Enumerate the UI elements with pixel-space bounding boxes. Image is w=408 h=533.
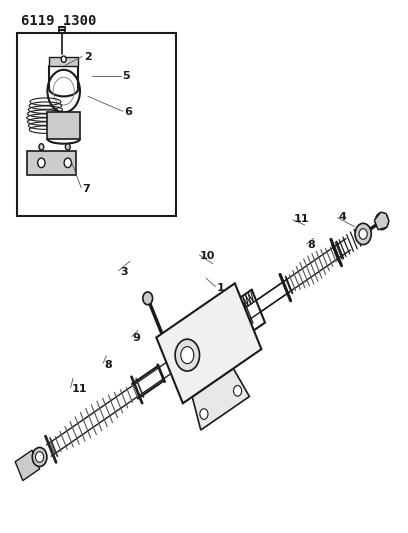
Polygon shape xyxy=(49,56,78,66)
Circle shape xyxy=(143,292,153,305)
Text: 3: 3 xyxy=(121,267,128,277)
Text: 7: 7 xyxy=(82,184,90,195)
Text: 6: 6 xyxy=(125,107,133,117)
Circle shape xyxy=(61,56,66,62)
Text: 4: 4 xyxy=(338,212,346,222)
Circle shape xyxy=(32,447,47,466)
Polygon shape xyxy=(375,212,389,230)
Circle shape xyxy=(181,346,194,364)
Text: 1: 1 xyxy=(216,283,224,293)
Circle shape xyxy=(355,223,371,245)
Polygon shape xyxy=(47,112,80,139)
Text: 5: 5 xyxy=(123,71,130,81)
Circle shape xyxy=(233,385,242,396)
Circle shape xyxy=(359,229,367,239)
Text: 2: 2 xyxy=(84,52,92,61)
Text: 8: 8 xyxy=(104,360,112,370)
Circle shape xyxy=(200,409,208,419)
Text: 9: 9 xyxy=(133,333,141,343)
Text: 11: 11 xyxy=(293,214,309,224)
Polygon shape xyxy=(192,368,249,430)
Bar xyxy=(17,33,175,216)
Text: 8: 8 xyxy=(308,240,315,250)
Polygon shape xyxy=(156,284,262,403)
Circle shape xyxy=(65,144,70,150)
Polygon shape xyxy=(27,151,76,174)
Text: 11: 11 xyxy=(72,384,87,394)
Polygon shape xyxy=(15,450,40,481)
Circle shape xyxy=(175,339,200,371)
Circle shape xyxy=(64,158,71,167)
Circle shape xyxy=(38,158,45,167)
Text: 10: 10 xyxy=(200,251,215,261)
Circle shape xyxy=(35,451,44,462)
Circle shape xyxy=(39,144,44,150)
Circle shape xyxy=(375,213,388,230)
Text: 6119 1300: 6119 1300 xyxy=(21,14,96,28)
